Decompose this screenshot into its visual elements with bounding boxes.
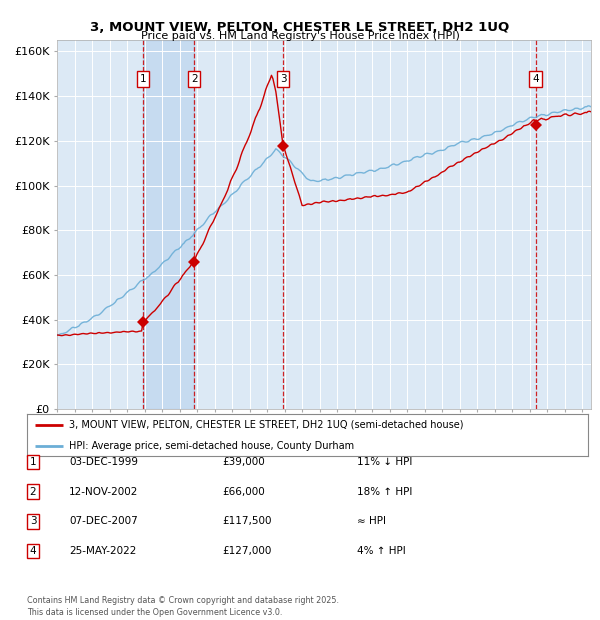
Text: 2: 2 (29, 487, 37, 497)
Text: ≈ HPI: ≈ HPI (357, 516, 386, 526)
Text: 07-DEC-2007: 07-DEC-2007 (69, 516, 138, 526)
Text: HPI: Average price, semi-detached house, County Durham: HPI: Average price, semi-detached house,… (69, 441, 354, 451)
Text: £39,000: £39,000 (222, 457, 265, 467)
Text: 4: 4 (29, 546, 37, 556)
Text: 1: 1 (29, 457, 37, 467)
Text: 18% ↑ HPI: 18% ↑ HPI (357, 487, 412, 497)
Text: £117,500: £117,500 (222, 516, 271, 526)
Text: 3: 3 (280, 74, 286, 84)
Text: 25-MAY-2022: 25-MAY-2022 (69, 546, 136, 556)
Bar (143, 40, 194, 409)
Text: 1: 1 (140, 74, 146, 84)
Text: 3: 3 (29, 516, 37, 526)
Text: 2: 2 (191, 74, 197, 84)
Text: Contains HM Land Registry data © Crown copyright and database right 2025.
This d: Contains HM Land Registry data © Crown c… (27, 596, 339, 617)
Text: 3, MOUNT VIEW, PELTON, CHESTER LE STREET, DH2 1UQ (semi-detached house): 3, MOUNT VIEW, PELTON, CHESTER LE STREET… (69, 420, 464, 430)
Text: 3, MOUNT VIEW, PELTON, CHESTER LE STREET, DH2 1UQ: 3, MOUNT VIEW, PELTON, CHESTER LE STREET… (91, 21, 509, 34)
Text: 4: 4 (532, 74, 539, 84)
Text: 4% ↑ HPI: 4% ↑ HPI (357, 546, 406, 556)
Text: 03-DEC-1999: 03-DEC-1999 (69, 457, 138, 467)
Text: £66,000: £66,000 (222, 487, 265, 497)
Text: 12-NOV-2002: 12-NOV-2002 (69, 487, 139, 497)
Text: Price paid vs. HM Land Registry's House Price Index (HPI): Price paid vs. HM Land Registry's House … (140, 31, 460, 41)
Text: £127,000: £127,000 (222, 546, 271, 556)
Text: 11% ↓ HPI: 11% ↓ HPI (357, 457, 412, 467)
